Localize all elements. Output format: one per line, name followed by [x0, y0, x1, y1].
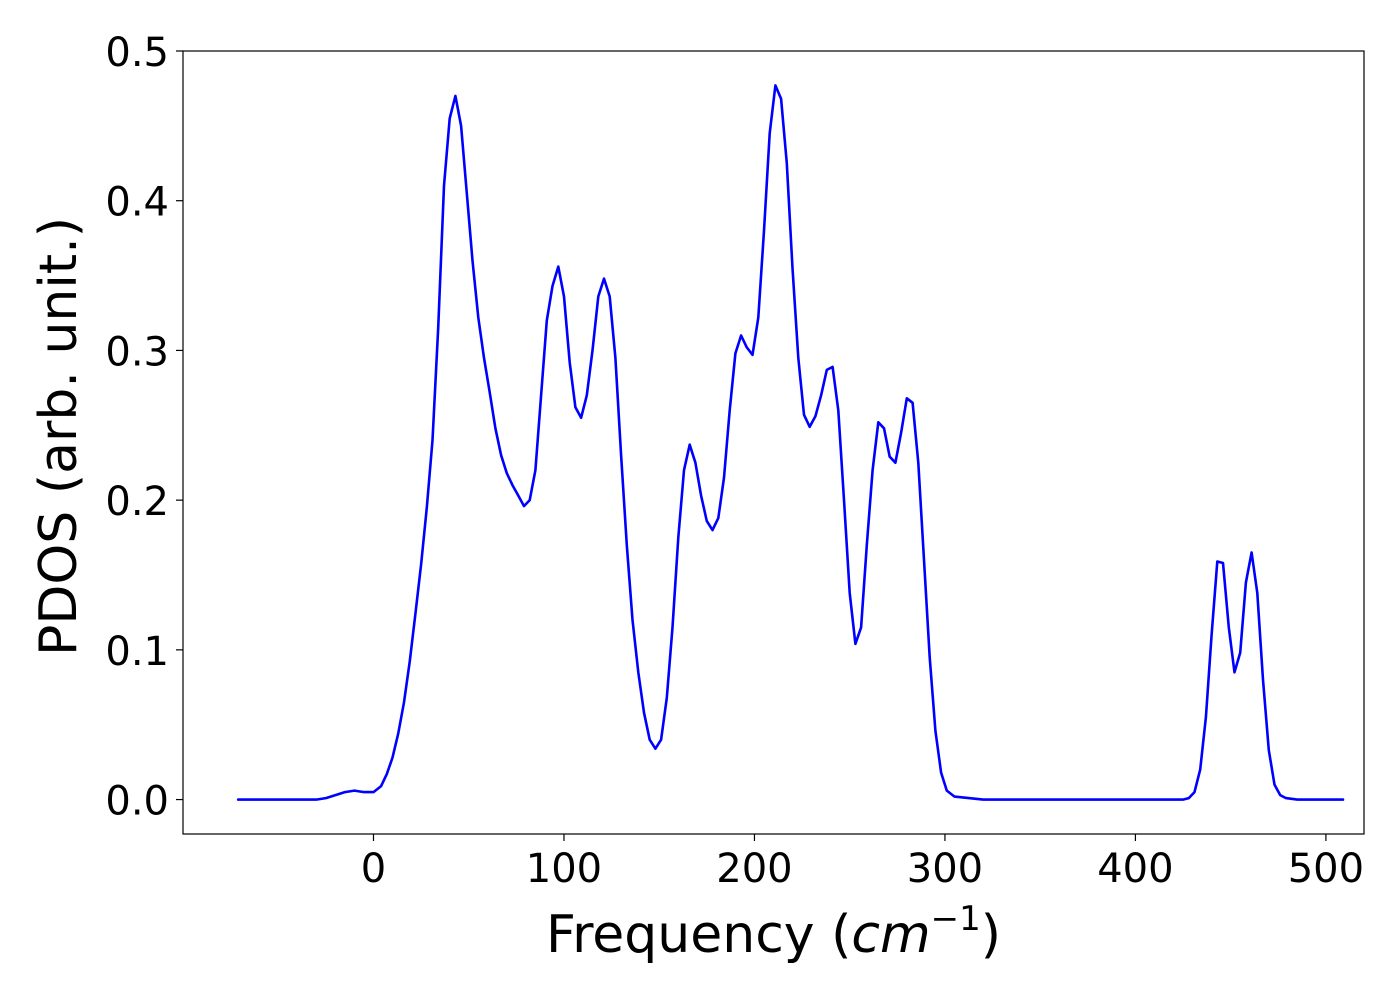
y-tick-label: 0.2 — [105, 479, 169, 525]
y-tick-label: 0.1 — [105, 629, 169, 675]
pdos-series-line — [236, 84, 1345, 801]
x-tick-label: 200 — [716, 846, 792, 892]
x-axis-label: Frequency (cm−1) — [546, 899, 1001, 965]
y-tick-label: 0.5 — [105, 30, 169, 76]
y-axis-label: PDOS (arb. unit.) — [29, 217, 89, 656]
x-axis-label-unit: cm — [851, 905, 930, 965]
x-tick-label: 400 — [1097, 846, 1173, 892]
x-axis-label-suffix: ) — [981, 905, 1001, 965]
x-tick-label: 300 — [907, 846, 983, 892]
plot-area-frame — [182, 50, 1365, 835]
y-tick-label: 0.4 — [105, 180, 169, 226]
x-axis-ticks: 0 100 200 300 400 500 — [361, 834, 1364, 892]
x-tick-label: 0 — [361, 846, 386, 892]
y-tick-label: 0.3 — [105, 329, 169, 375]
y-tick-label: 0.0 — [105, 779, 169, 825]
x-tick-label: 100 — [526, 846, 602, 892]
x-axis-label-exponent: −1 — [931, 899, 981, 939]
y-axis-ticks: 0.0 0.1 0.2 0.3 0.4 0.5 — [105, 30, 183, 825]
x-tick-label: 500 — [1288, 846, 1364, 892]
x-axis-label-prefix: Frequency ( — [546, 905, 851, 965]
